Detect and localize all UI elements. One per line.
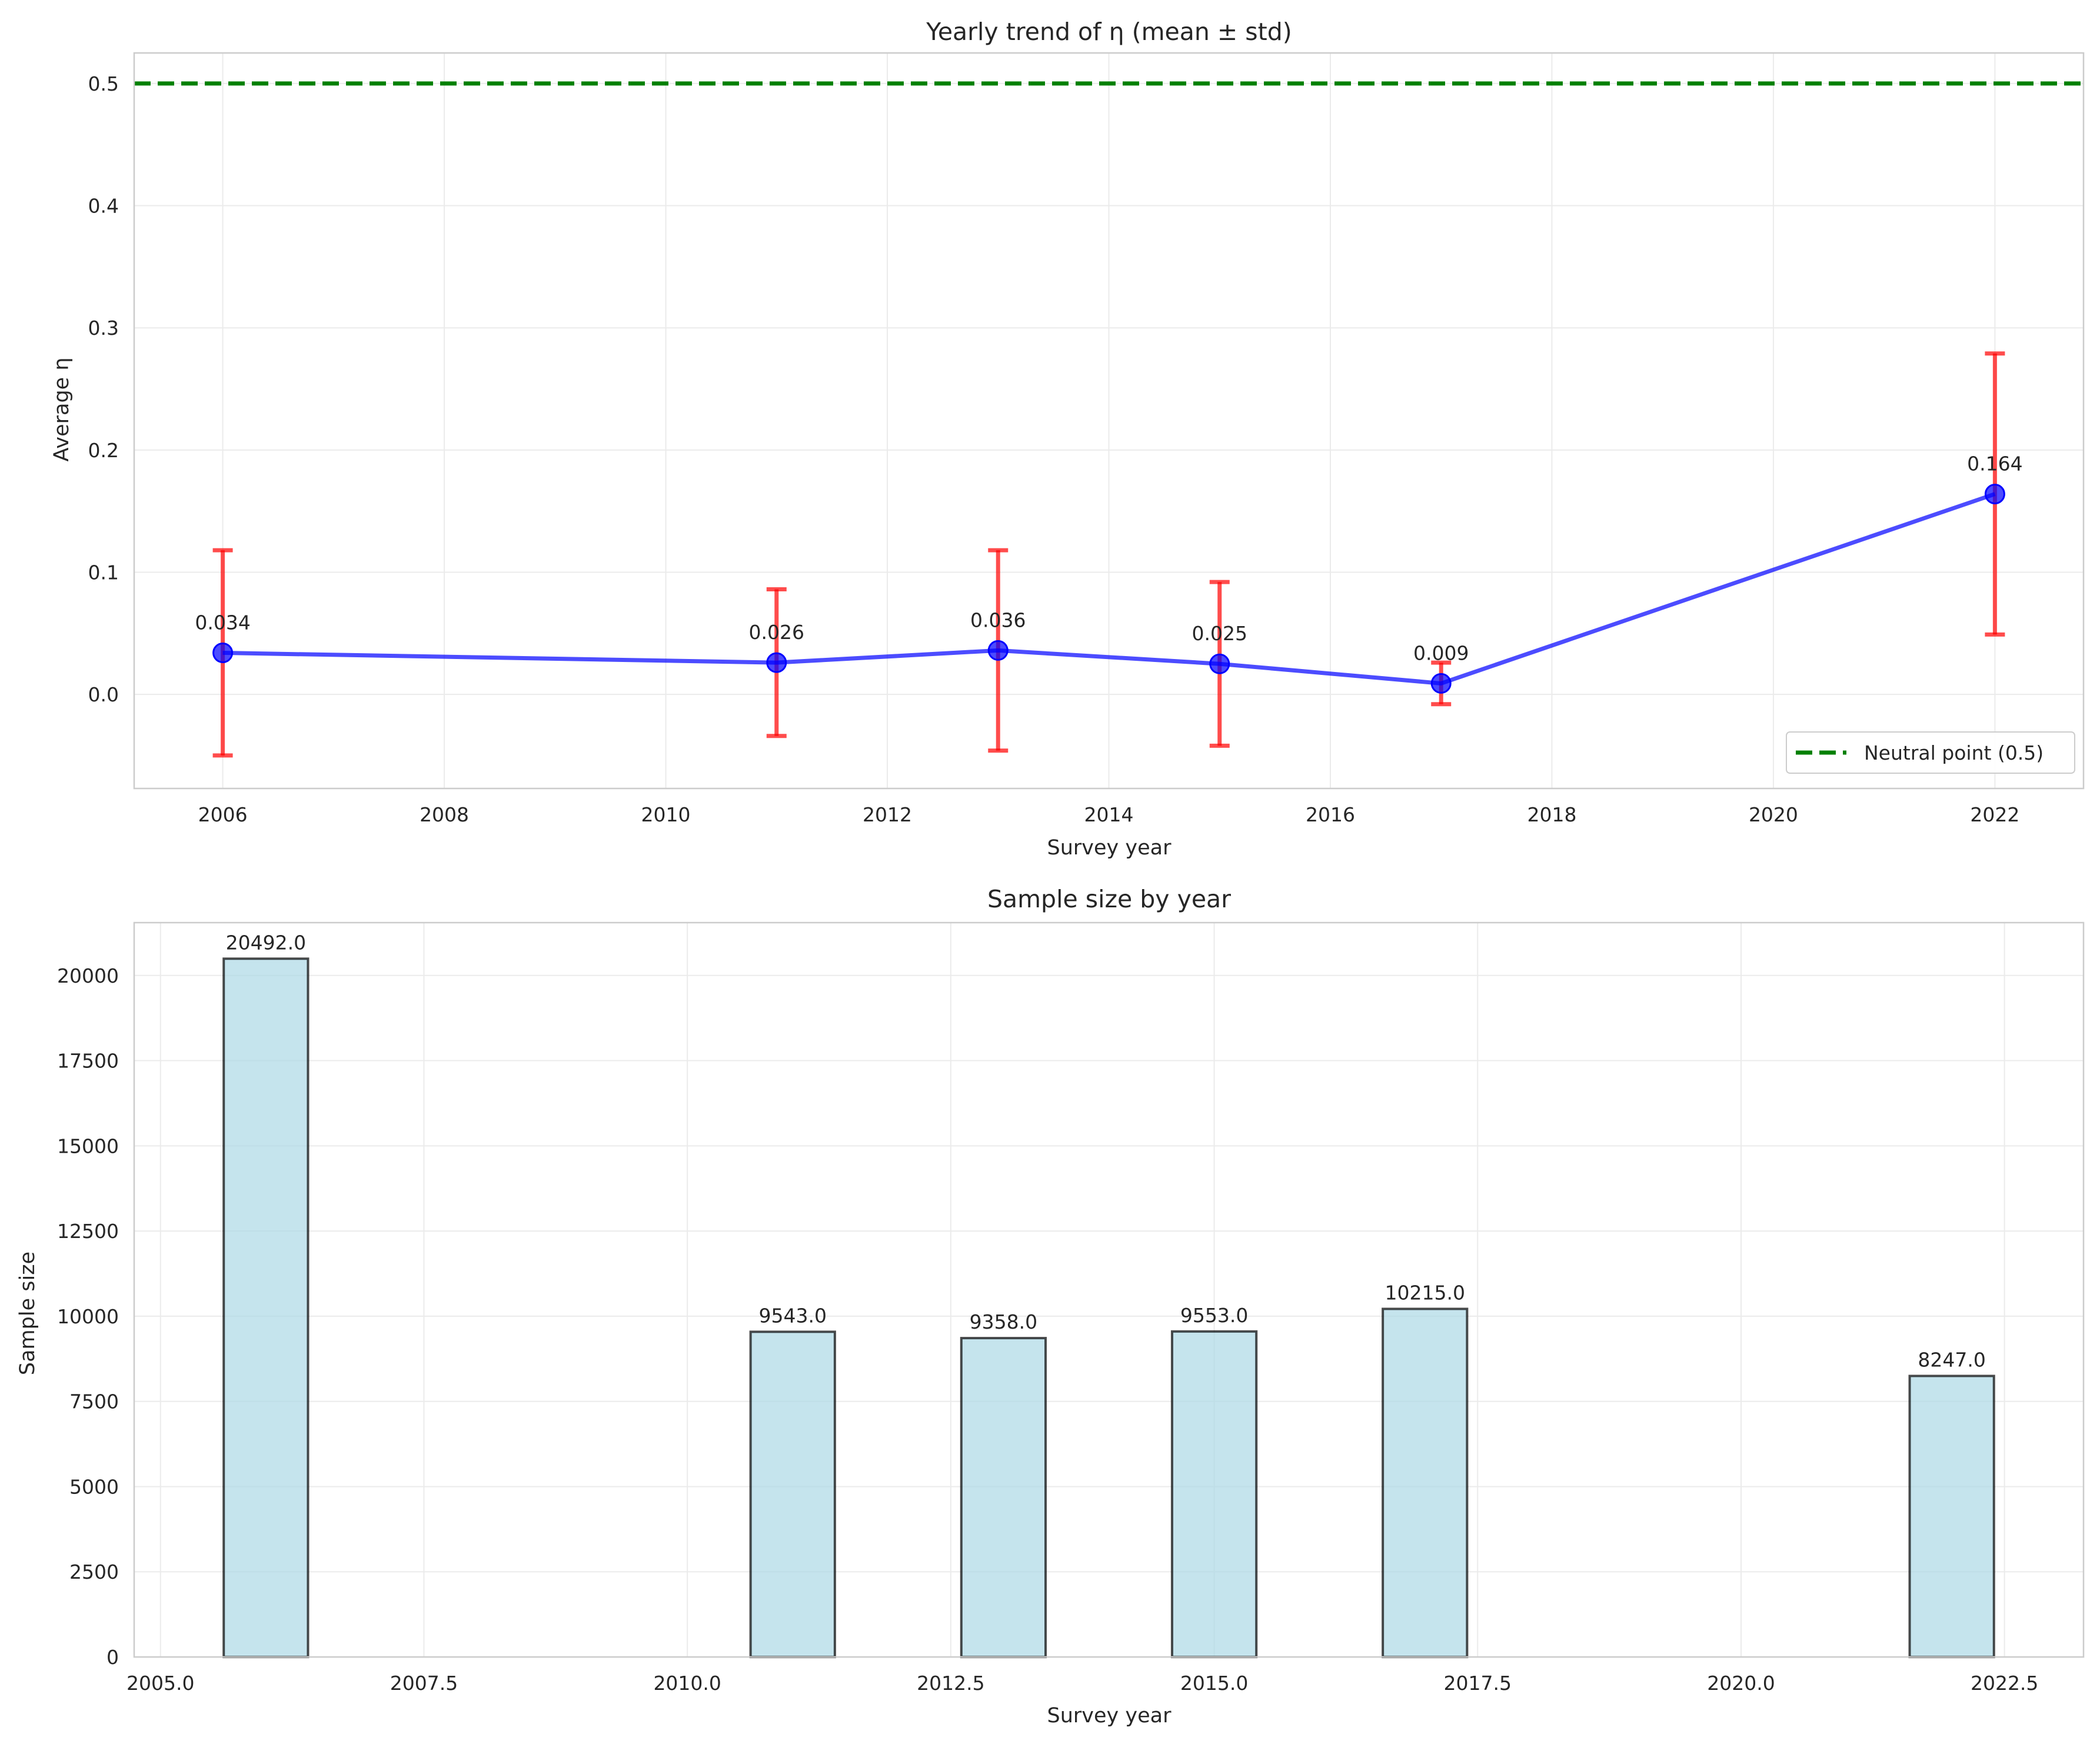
data-point-2015 — [1209, 653, 1230, 674]
x-tick-label-2010: 2010 — [641, 803, 691, 826]
mean-eta-line — [222, 492, 1996, 686]
sample-size-y-axis-label: Sample size — [16, 1252, 39, 1375]
sample-size-chart: 20492.0 9543.0 9358.0 9553.0 10215.0 8247.0 2… — [16, 885, 2085, 1728]
x-tick-label-2006: 2006 — [198, 803, 248, 826]
bar-value-label-2011: 9543.0 — [759, 1304, 827, 1327]
bar-value-label-2006: 20492.0 — [226, 931, 306, 954]
eta-trend-title: Yearly trend of η (mean ± std) — [926, 18, 1292, 46]
value-label-2022: 0.164 — [1967, 452, 2022, 475]
sample-size-x-ticks: 2005.0 2007.5 2010.0 2012.5 2015.0 2017.5 2020… — [127, 1672, 2038, 1695]
x-tick-label-2014: 2014 — [1084, 803, 1134, 826]
data-point-2011 — [766, 652, 787, 673]
x-tick-label-2022.5: 2022.5 — [1971, 1672, 2038, 1695]
y-tick-label-7500: 7500 — [69, 1390, 119, 1413]
bar-2011 — [749, 1330, 836, 1659]
x-tick-label-2010.0: 2010.0 — [653, 1672, 721, 1695]
x-tick-label-2017.5: 2017.5 — [1444, 1672, 1512, 1695]
bar-2015 — [1170, 1330, 1258, 1659]
eta-trend-grid — [134, 53, 2084, 788]
y-tick-label-2500: 2500 — [69, 1560, 119, 1583]
x-tick-label-2018: 2018 — [1527, 803, 1576, 826]
bar-value-label-2017: 10215.0 — [1385, 1281, 1465, 1304]
x-tick-label-2007.5: 2007.5 — [390, 1672, 458, 1695]
x-tick-label-2020.0: 2020.0 — [1707, 1672, 1775, 1695]
y-tick-label-12500: 12500 — [57, 1220, 119, 1243]
x-tick-label-2012.5: 2012.5 — [917, 1672, 984, 1695]
value-label-2011: 0.026 — [749, 621, 804, 644]
x-tick-label-2020: 2020 — [1749, 803, 1798, 826]
sample-size-y-ticks: 0 2500 5000 7500 10000 12500 15000 17500 20000 — [57, 964, 119, 1669]
bar-value-label-2015: 9553.0 — [1180, 1304, 1248, 1327]
data-point-2017 — [1430, 673, 1452, 694]
value-label-2017: 0.009 — [1413, 641, 1469, 664]
y-tick-label-0.0: 0.0 — [88, 683, 119, 706]
y-tick-label-0.5: 0.5 — [88, 72, 119, 95]
value-label-2015: 0.025 — [1192, 622, 1247, 645]
y-tick-label-0.3: 0.3 — [88, 317, 119, 340]
x-tick-label-2012: 2012 — [863, 803, 912, 826]
x-tick-label-2016: 2016 — [1306, 803, 1355, 826]
eta-trend-x-ticks: 2006 2008 2010 2012 2014 2016 2018 2020 2022 — [198, 803, 2020, 826]
eta-trend-x-axis-label: Survey year — [1047, 836, 1172, 860]
x-tick-label-2005.0: 2005.0 — [127, 1672, 194, 1695]
y-tick-label-20000: 20000 — [57, 964, 119, 987]
sample-size-value-labels: 20492.0 9543.0 9358.0 9553.0 10215.0 8247.0 — [226, 931, 1986, 1371]
y-tick-label-0.1: 0.1 — [88, 561, 119, 584]
value-label-2013: 0.036 — [970, 608, 1026, 631]
y-tick-label-17500: 17500 — [57, 1050, 119, 1073]
bar-value-label-2013: 9358.0 — [970, 1310, 1037, 1333]
eta-trend-axes-frame — [133, 52, 2085, 790]
x-tick-label-2015.0: 2015.0 — [1180, 1672, 1248, 1695]
y-tick-label-0.4: 0.4 — [88, 195, 119, 218]
x-tick-label-2008: 2008 — [420, 803, 469, 826]
eta-trend-y-axis-label: Average η — [50, 357, 74, 461]
eta-trend-legend: Neutral point (0.5) — [1786, 731, 2075, 774]
bar-2006 — [222, 957, 309, 1658]
x-tick-label-2022: 2022 — [1970, 803, 2019, 826]
bar-2022 — [1908, 1375, 1995, 1658]
sample-size-title: Sample size by year — [987, 885, 1231, 913]
value-label-2006: 0.034 — [195, 611, 250, 634]
legend-box — [1786, 731, 2075, 774]
sample-size-axes-frame — [133, 921, 2085, 1658]
y-tick-label-0: 0 — [107, 1646, 119, 1669]
mean-eta-points — [212, 484, 2005, 694]
sample-size-x-axis-label: Survey year — [1047, 1704, 1172, 1728]
bar-2017 — [1382, 1307, 1469, 1659]
y-tick-label-10000: 10000 — [57, 1305, 119, 1328]
mean-eta-value-labels: 0.034 0.026 0.036 0.025 0.009 0.164 — [195, 452, 2022, 665]
eta-trend-y-ticks: 0.0 0.1 0.2 0.3 0.4 0.5 — [88, 72, 119, 706]
y-tick-label-15000: 15000 — [57, 1134, 119, 1157]
y-tick-label-5000: 5000 — [69, 1475, 119, 1498]
sample-size-bars — [222, 957, 1995, 1659]
data-point-2013 — [987, 640, 1009, 661]
bar-2013 — [960, 1337, 1047, 1658]
data-point-2022 — [1984, 484, 2005, 505]
bar-value-label-2022: 8247.0 — [1918, 1348, 1985, 1371]
y-tick-label-0.2: 0.2 — [88, 439, 119, 462]
data-point-2006 — [212, 643, 234, 664]
legend-entry-neutral-point: Neutral point (0.5) — [1864, 741, 2044, 764]
